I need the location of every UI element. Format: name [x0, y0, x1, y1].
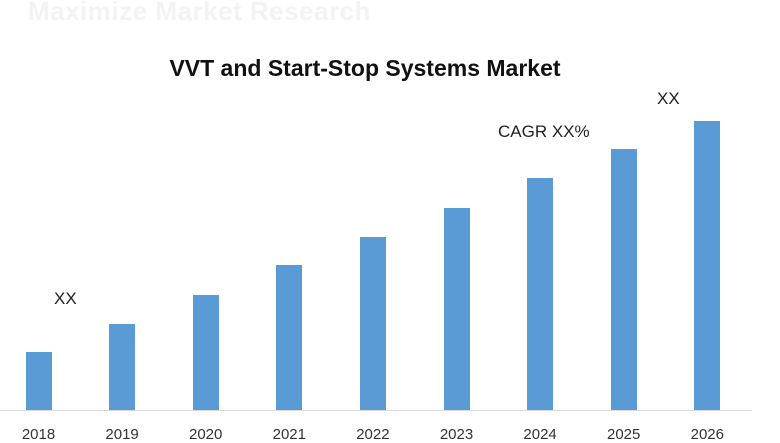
x-tick-label: 2025 — [607, 426, 641, 443]
x-tick-label: 2021 — [272, 426, 306, 443]
chart-title: VVT and Start-Stop Systems Market — [169, 55, 561, 81]
x-tick-label: 2019 — [105, 426, 139, 443]
x-tick-label: 2023 — [439, 426, 474, 443]
annotation-cagr: CAGR XX% — [498, 122, 590, 141]
bar-2025 — [610, 149, 637, 410]
x-tick-label: 2026 — [690, 426, 724, 443]
annotation-start-value: XX — [54, 289, 77, 308]
bar-2019 — [109, 324, 136, 410]
x-tick-label: 2020 — [189, 426, 223, 443]
bar-2024 — [527, 178, 554, 410]
bar-2018 — [25, 352, 52, 410]
bar-2021 — [276, 265, 303, 410]
x-tick-label: 2024 — [523, 426, 557, 443]
x-tick-label: 2022 — [356, 426, 390, 443]
watermark: Maximize Market Research — [28, 0, 371, 26]
x-axis-line — [0, 410, 752, 411]
bar-2022 — [359, 237, 386, 410]
bar-2020 — [192, 295, 219, 410]
bar-2023 — [443, 208, 470, 410]
bar-2026 — [694, 121, 721, 410]
x-tick-label: 2018 — [21, 426, 56, 443]
annotation-end-value: XX — [657, 89, 680, 108]
